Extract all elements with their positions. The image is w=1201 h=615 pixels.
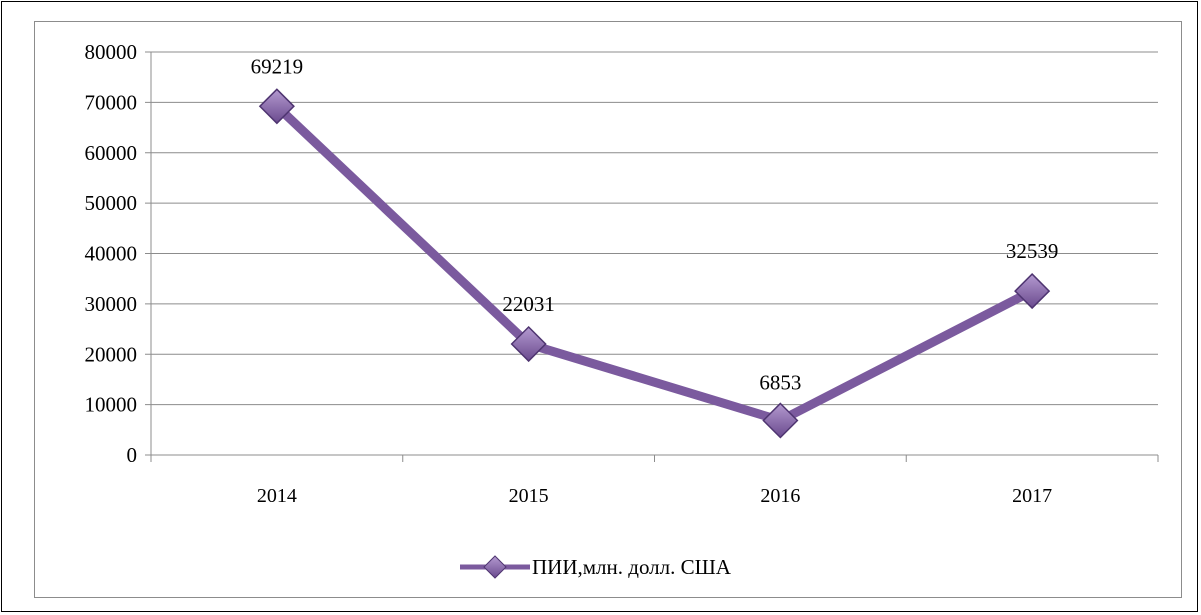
y-tick-label: 30000 — [85, 292, 138, 316]
legend-marker-icon — [484, 556, 506, 578]
data-point-marker — [1015, 274, 1049, 308]
series-line — [277, 106, 1032, 420]
y-tick-label: 20000 — [85, 342, 138, 366]
y-tick-label: 70000 — [85, 90, 138, 114]
data-label: 6853 — [759, 370, 801, 394]
x-tick-label: 2015 — [509, 485, 549, 507]
data-point-marker — [763, 403, 797, 437]
x-tick-label: 2016 — [760, 485, 800, 507]
legend: ПИИ,млн. долл. США — [460, 555, 732, 579]
y-tick-label: 40000 — [85, 242, 138, 266]
data-label: 22031 — [502, 292, 555, 316]
y-tick-label: 80000 — [85, 40, 138, 64]
y-tick-label: 50000 — [85, 191, 138, 215]
x-tick-label: 2014 — [257, 485, 297, 507]
y-tick-label: 10000 — [85, 393, 138, 417]
x-axis: 2014 2015 2016 2017 — [151, 455, 1158, 507]
y-tick-label: 0 — [127, 443, 138, 467]
gridlines — [151, 52, 1158, 405]
y-tick-label: 60000 — [85, 141, 138, 165]
x-tick-label: 2017 — [1012, 485, 1052, 507]
legend-label: ПИИ,млн. долл. США — [532, 555, 732, 579]
data-label: 69219 — [251, 54, 304, 78]
data-label: 32539 — [1006, 239, 1059, 263]
series-layer — [260, 89, 1049, 437]
y-axis: 0 10000 20000 30000 40000 50000 60000 70000 8000… — [85, 40, 152, 467]
